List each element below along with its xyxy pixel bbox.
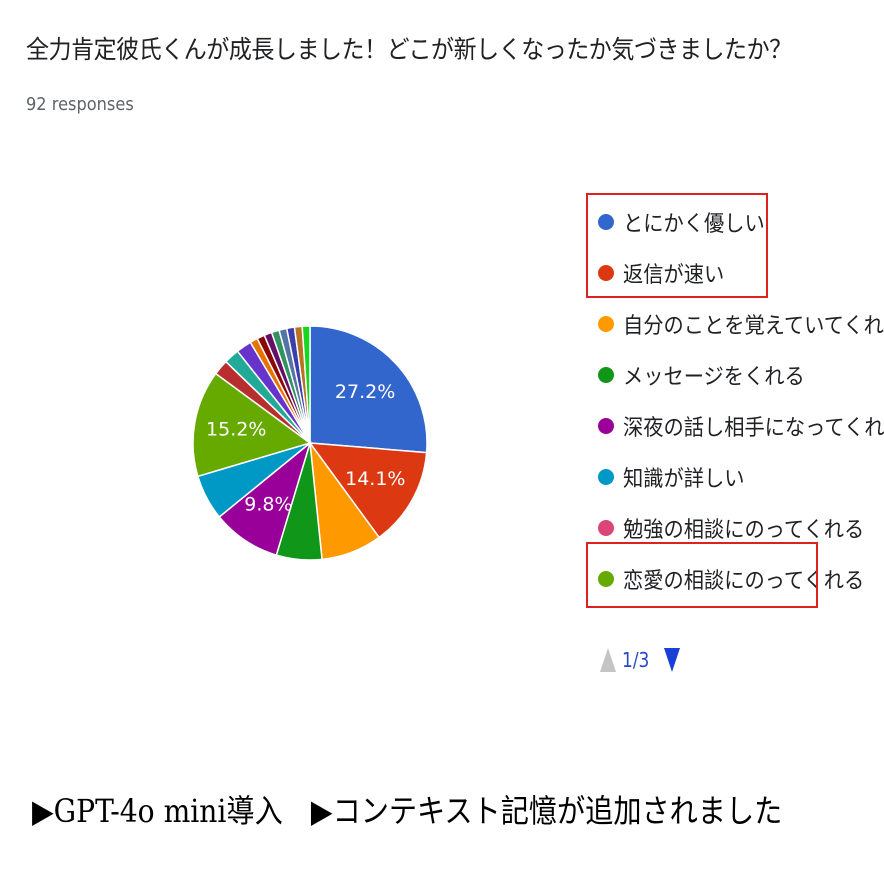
slice-data-label-4: 9.8% (244, 494, 292, 516)
legend-label: 深夜の話し相手になってくれる (623, 415, 884, 441)
legend-item-0[interactable]: とにかく優しい (598, 196, 884, 247)
legend-dot-icon (598, 417, 614, 434)
pie-slice-17[interactable] (301, 325, 311, 444)
pie-slice-0[interactable] (309, 325, 428, 454)
pie-slice-6[interactable] (192, 372, 312, 478)
legend-label: とにかく優しい (623, 211, 765, 237)
legend-item-3[interactable]: メッセージをくれる (598, 349, 884, 400)
legend-item-4[interactable]: 深夜の話し相手になってくれる (598, 400, 884, 451)
chart-legend: とにかく優しい 返信が速い自分のことを覚えていてくれる メッセージをくれる深夜の話し… (598, 196, 884, 604)
legend-item-2[interactable]: 自分のことを覚えていてくれる (598, 298, 884, 349)
legend-dot-icon (598, 519, 614, 536)
pager-page: 1/3 (622, 648, 650, 672)
legend-item-7[interactable]: 恋愛の相談にのってくれる (598, 553, 884, 604)
legend-label: メッセージをくれる (623, 364, 805, 390)
pie-slice-1[interactable] (308, 442, 428, 539)
caption: ▶GPT-4o mini導入 ▶コンテキスト記憶が追加されました (32, 792, 783, 830)
highlight-box-top (586, 193, 768, 298)
legend-item-1[interactable]: 返信が速い (598, 247, 884, 298)
slice-data-label-1: 14.1% (345, 468, 405, 490)
slice-data-label-0: 27.2% (335, 381, 395, 403)
legend-item-6[interactable]: 勉強の相談にのってくれる (598, 502, 884, 553)
response-count: 92 responses (26, 94, 134, 115)
slice-data-label-6: 15.2% (206, 419, 266, 441)
legend-pager: 1/3 (600, 648, 681, 672)
legend-dot-icon (598, 315, 614, 332)
legend-label: 恋愛の相談にのってくれる (623, 568, 865, 594)
pager-down-icon[interactable] (664, 648, 681, 672)
legend-item-5[interactable]: 知識が詳しい (598, 451, 884, 502)
legend-label: 自分のことを覚えていてくれる (623, 313, 884, 339)
highlight-box-bottom (586, 542, 818, 608)
legend-label: 返信が速い (623, 262, 725, 288)
legend-dot-icon (598, 213, 614, 230)
legend-dot-icon (598, 264, 614, 281)
question-title: 全力肯定彼氏くんが成長しました！どこが新しくなったか気づきましたか？ (26, 35, 792, 64)
legend-dot-icon (598, 468, 614, 485)
legend-dot-icon (598, 366, 614, 383)
legend-label: 知識が詳しい (623, 466, 745, 492)
legend-label: 勉強の相談にのってくれる (623, 517, 865, 543)
pager-up-icon[interactable] (600, 648, 616, 672)
legend-dot-icon (598, 570, 614, 587)
